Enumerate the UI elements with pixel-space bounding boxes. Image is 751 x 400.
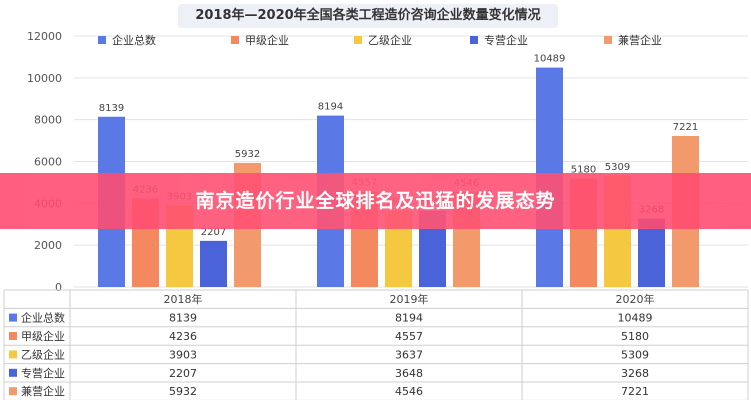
legend-swatch xyxy=(354,36,362,44)
y-tick-label: 0 xyxy=(55,281,62,294)
bar-value-label: 7221 xyxy=(673,122,698,133)
bar-value-label: 5180 xyxy=(571,165,596,176)
bar-value-label: 10489 xyxy=(534,54,566,65)
bar-value-label: 8139 xyxy=(99,103,124,114)
table-cell: 3648 xyxy=(395,367,423,380)
y-axis-ticks: 020004000600080001000012000 xyxy=(27,30,62,294)
table-swatch xyxy=(9,368,17,377)
table-header-cell: 2020年 xyxy=(616,292,655,306)
legend-label: 甲级企业 xyxy=(245,33,289,47)
table-cell: 8194 xyxy=(395,312,423,325)
legend: 企业总数 甲级企业 乙级企业 专营企业 兼营企业 xyxy=(98,33,662,47)
legend-swatch xyxy=(98,36,106,44)
bar xyxy=(200,240,227,287)
table-cell: 10489 xyxy=(618,312,653,325)
legend-swatch xyxy=(470,36,478,44)
bar-value-label: 5932 xyxy=(235,149,260,160)
chart-title: 2018年—2020年全国各类工程造价咨询企业数量变化情况 xyxy=(178,4,558,28)
bar-value-label: 2207 xyxy=(201,227,226,238)
table-cell: 8139 xyxy=(169,312,197,325)
table-header-cell: 2018年 xyxy=(164,292,203,306)
table-cell: 4546 xyxy=(395,385,423,398)
bar-value-label: 5309 xyxy=(605,162,630,173)
y-tick-label: 8000 xyxy=(34,114,62,127)
table-cell: 3637 xyxy=(395,348,423,361)
bar-value-label: 8194 xyxy=(318,102,343,113)
bar xyxy=(638,218,665,287)
legend-label: 企业总数 xyxy=(112,33,156,47)
table-row-label: 专营企业 xyxy=(21,366,65,380)
legend-swatch xyxy=(604,36,612,44)
y-tick-label: 10000 xyxy=(27,72,62,85)
y-tick-label: 12000 xyxy=(27,30,62,43)
legend-label: 乙级企业 xyxy=(368,33,412,47)
table-cell: 2207 xyxy=(169,367,197,380)
table-row-label: 甲级企业 xyxy=(21,329,65,343)
table-cell: 4236 xyxy=(169,330,197,343)
y-tick-label: 2000 xyxy=(34,239,62,252)
table-cell: 5309 xyxy=(621,348,649,361)
table-swatch xyxy=(9,387,17,396)
table-cell: 4557 xyxy=(395,330,423,343)
legend-swatch xyxy=(231,36,239,44)
table-row-label: 企业总数 xyxy=(21,311,65,325)
table-cell: 5180 xyxy=(621,330,649,343)
table-swatch xyxy=(9,350,17,359)
table-swatch xyxy=(9,313,17,322)
y-tick-label: 6000 xyxy=(34,156,62,169)
table-row-label: 乙级企业 xyxy=(21,347,65,361)
legend-label: 兼营企业 xyxy=(618,33,662,47)
bars: 8139423639032207593281944557363736484546… xyxy=(98,54,699,288)
table-cell: 3268 xyxy=(621,367,649,380)
table-swatch xyxy=(9,332,17,340)
table-header-cell: 2019年 xyxy=(390,292,429,306)
banner-text: 南京造价行业全球排名及迅猛的发展态势 xyxy=(195,190,556,212)
table-row-label: 兼营企业 xyxy=(21,384,65,398)
banner-overlay xyxy=(0,173,751,229)
legend-label: 专营企业 xyxy=(484,33,528,47)
table-cell: 7221 xyxy=(621,385,649,398)
table-cell: 5932 xyxy=(169,385,197,398)
table-cell: 3903 xyxy=(169,348,197,361)
